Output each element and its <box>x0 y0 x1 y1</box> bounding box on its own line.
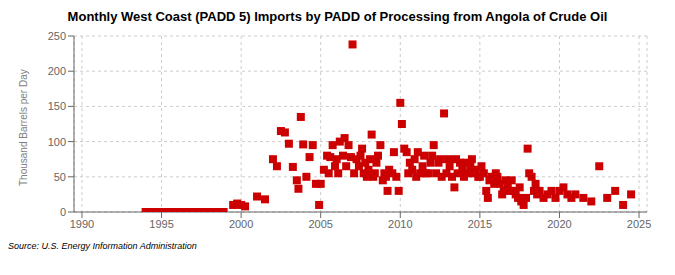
svg-text:2005: 2005 <box>308 218 332 230</box>
svg-text:100: 100 <box>48 136 66 148</box>
html-text:Monthly West Coast (PADD 5) Im: Monthly West Coast (PADD 5) Imports by P… <box>67 9 608 24</box>
svg-text:0: 0 <box>60 206 66 218</box>
svg-text:2025: 2025 <box>627 218 651 230</box>
svg-text:250: 250 <box>48 30 66 42</box>
svg-text:1990: 1990 <box>70 218 94 230</box>
svg-text:50: 50 <box>54 171 66 183</box>
html-text:Source: U.S. Energy Informatio: Source: U.S. Energy Information Administ… <box>8 241 197 251</box>
svg-text:2020: 2020 <box>547 218 571 230</box>
svg-text:2010: 2010 <box>388 218 412 230</box>
svg-text:2000: 2000 <box>229 218 253 230</box>
svg-text:150: 150 <box>48 100 66 112</box>
svg-text:2015: 2015 <box>468 218 492 230</box>
svg-text:1995: 1995 <box>149 218 173 230</box>
svg-text:200: 200 <box>48 65 66 77</box>
svg-text:Thousand Barrels per Day: Thousand Barrels per Day <box>18 69 29 186</box>
